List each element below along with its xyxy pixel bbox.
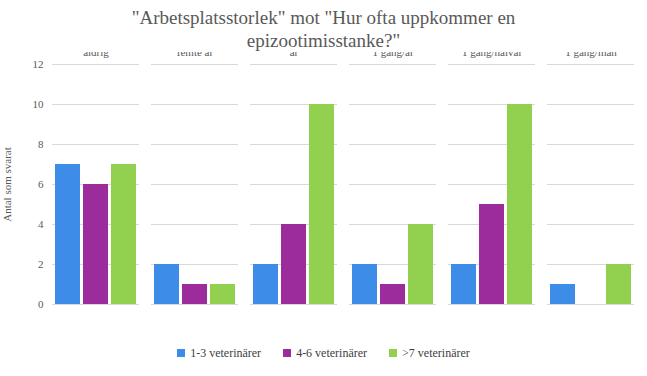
svg-text:1 gång vartfemte år: 1 gång vartfemte år xyxy=(170,52,219,58)
html-text:>7 veterinärer: >7 veterinärer xyxy=(402,346,470,360)
html-text:4-6 veterinärer: 4-6 veterinärer xyxy=(296,346,368,360)
svg-text:1 gång/år: 1 gång/år xyxy=(372,52,414,58)
svg-text:1gång/vartannatår: 1gång/vartannatår xyxy=(261,52,326,58)
svg-text:6: 6 xyxy=(38,178,44,190)
svg-text:1 gång/mån: 1 gång/mån xyxy=(565,52,617,58)
svg-text:8: 8 xyxy=(38,138,44,150)
svg-text:2: 2 xyxy=(38,258,44,270)
svg-text:4: 4 xyxy=(38,218,44,230)
svg-text:1 gång/halvår: 1 gång/halvår xyxy=(462,52,523,58)
html-text:1-3 veterinärer: 1-3 veterinärer xyxy=(190,346,262,360)
svg-text:Antal som svarat: Antal som svarat xyxy=(1,147,13,222)
svg-text:10: 10 xyxy=(33,98,45,110)
svg-text:0: 0 xyxy=(38,298,44,310)
html-text:"Arbetsplatsstorlek" mot "Hur: "Arbetsplatsstorlek" mot "Hur ofta uppko… xyxy=(131,7,516,51)
svg-text:12: 12 xyxy=(33,58,44,70)
svg-text:Mer sällan elleraldrig: Mer sällan elleraldrig xyxy=(61,52,130,58)
